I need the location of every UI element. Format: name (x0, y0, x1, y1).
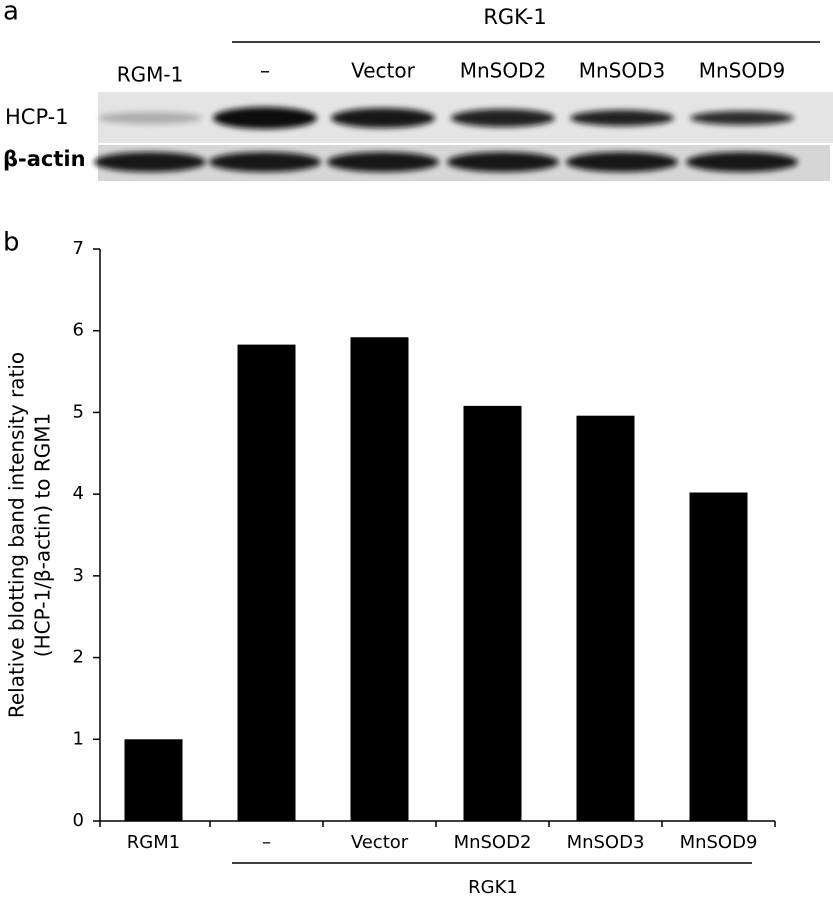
group-label: RGK-1 (483, 5, 546, 29)
bar (237, 344, 296, 821)
x-tick-label: – (262, 832, 271, 853)
band (566, 152, 678, 172)
y-tick-label: 7 (73, 238, 84, 259)
band (570, 110, 674, 126)
y-tick-label: 6 (73, 320, 84, 341)
y-axis-title-line: (HCP-1/β-actin) to RGM1 (31, 413, 55, 657)
panel-label: a (3, 0, 19, 27)
x-tick-label: MnSOD9 (680, 832, 758, 853)
row-label: β-actin (3, 147, 86, 171)
bar (350, 337, 409, 821)
blot (94, 107, 798, 172)
y-tick-label: 4 (73, 483, 84, 504)
lane-label: – (260, 59, 270, 83)
band (209, 152, 321, 172)
bar (576, 415, 635, 821)
band (98, 112, 202, 124)
lane-label: RGM-1 (117, 63, 184, 87)
band (451, 109, 555, 127)
x-tick-label: RGM1 (127, 832, 180, 853)
row-label: HCP-1 (5, 105, 69, 129)
lane-label: MnSOD9 (699, 59, 786, 83)
band (94, 152, 206, 172)
y-tick-label: 0 (73, 810, 84, 831)
y-tick-label: 3 (73, 565, 84, 586)
bar (124, 739, 183, 821)
band (690, 111, 794, 125)
band (331, 108, 435, 128)
y-axis-title: Relative blotting band intensity ratio (… (5, 352, 55, 718)
bar (463, 405, 522, 821)
y-tick-label: 2 (73, 647, 84, 668)
band (686, 152, 798, 172)
y-tick-label: 1 (73, 728, 84, 749)
y-axis-title-line: Relative blotting band intensity ratio (5, 352, 29, 718)
x-tick-label: Vector (351, 832, 409, 853)
lane-label: MnSOD3 (579, 59, 666, 83)
lane-label: MnSOD2 (460, 59, 547, 83)
x-tick-label: MnSOD2 (454, 832, 532, 853)
band (327, 152, 439, 172)
x-tick-label: MnSOD3 (567, 832, 645, 853)
bar (689, 492, 748, 821)
band (213, 107, 317, 129)
lane-label: Vector (351, 59, 416, 83)
group-label: RGK1 (468, 877, 518, 898)
band (447, 152, 559, 172)
panel-label: b (3, 228, 20, 258)
y-tick-label: 5 (73, 401, 84, 422)
